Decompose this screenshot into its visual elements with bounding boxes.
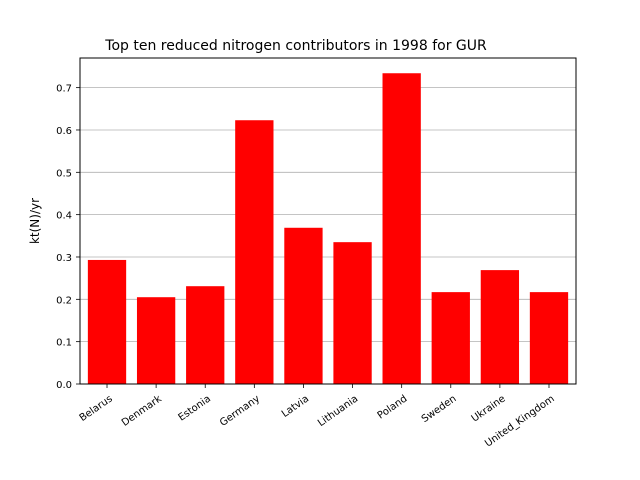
y-tick-label: 0.7: [56, 84, 72, 95]
y-axis-label: kt(N)/yr: [28, 198, 42, 244]
bar-sweden: [431, 292, 470, 384]
bar-estonia: [186, 286, 225, 384]
bar-poland: [382, 73, 421, 384]
y-axis-ticks: 0.0 0.1 0.2 0.3 0.4 0.5 0.6 0.7: [56, 84, 80, 391]
plot-area-frame: [79, 57, 577, 385]
chart-title: Top ten reduced nitrogen contributors in…: [104, 38, 487, 54]
y-tick-label: 0.2: [56, 295, 72, 306]
bar-lithuania: [333, 242, 372, 384]
y-tick-label: 0.0: [56, 380, 72, 391]
y-tick-label: 0.5: [56, 168, 72, 179]
x-tick-label: Germany: [218, 393, 262, 428]
bar-denmark: [136, 297, 176, 384]
x-tick-label: Estonia: [176, 393, 212, 423]
x-tick-label: Belarus: [78, 393, 115, 424]
y-tick-label: 0.1: [56, 338, 72, 349]
y-tick-label: 0.4: [56, 211, 72, 222]
bar-ukraine: [480, 270, 520, 384]
x-tick-label: Denmark: [120, 393, 164, 428]
x-axis-ticks: Belarus Denmark Estonia Germany Latvia Lithua…: [78, 384, 557, 450]
x-tick-label: Lithuania: [316, 393, 360, 429]
x-tick-label: Poland: [376, 393, 410, 421]
bar-germany: [235, 120, 274, 385]
bars: [87, 73, 569, 385]
x-tick-label: Ukraine: [470, 393, 508, 424]
bar-latvia: [284, 227, 323, 384]
bar-belarus: [87, 259, 127, 384]
bar-united-kingdom: [529, 292, 569, 384]
y-tick-label: 0.6: [56, 126, 72, 137]
y-tick-label: 0.3: [56, 253, 72, 264]
x-tick-label: Sweden: [420, 393, 459, 425]
x-tick-label: Latvia: [280, 393, 311, 419]
